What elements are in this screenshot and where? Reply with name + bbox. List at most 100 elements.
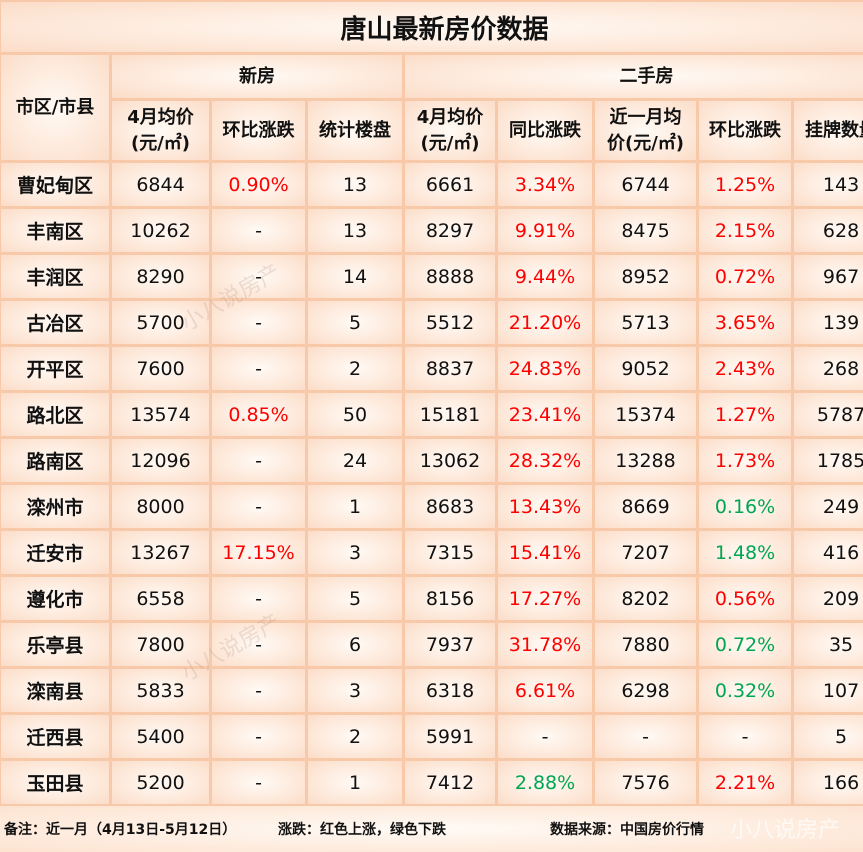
- table-cell: 3: [308, 531, 402, 574]
- table-cell: 9052: [595, 347, 696, 390]
- district-name: 迁西县: [1, 715, 109, 758]
- table-cell: 15181: [405, 393, 495, 436]
- district-name: 开平区: [1, 347, 109, 390]
- table-cell: 7800: [112, 623, 209, 666]
- table-cell: 1: [308, 761, 402, 804]
- column-header: 4月均价 (元/㎡): [405, 101, 495, 160]
- table-cell: 12096: [112, 439, 209, 482]
- table-cell: 1.25%: [699, 163, 791, 206]
- table-cell: 416: [794, 531, 863, 574]
- table-cell: 5: [308, 577, 402, 620]
- table-row: 曹妃甸区 6844 0.90% 13 6661 3.34% 6744 1.25% 143: [1, 163, 863, 206]
- table-row: 玉田县 5200-1 7412 2.88% 7576 2.21% 166: [1, 761, 863, 804]
- table-row: 遵化市 6558-5 8156 17.27% 8202 0.56% 209: [1, 577, 863, 620]
- footer-note: 备注：近一月（4月13日-5月12日）: [4, 822, 237, 838]
- table-cell: 13.43%: [498, 485, 592, 528]
- table-cell: 6744: [595, 163, 696, 206]
- table-title: 唐山最新房价数据: [1, 2, 863, 52]
- table-cell: 8202: [595, 577, 696, 620]
- table-cell: 8683: [405, 485, 495, 528]
- table-cell: 6: [308, 623, 402, 666]
- table-row: 古冶区 5700-5 5512 21.20% 5713 3.65% 139: [1, 301, 863, 344]
- table-cell: 5713: [595, 301, 696, 344]
- table-cell: 10262: [112, 209, 209, 252]
- table-cell: 8952: [595, 255, 696, 298]
- table-cell: 6318: [405, 669, 495, 712]
- table-cell: 21.20%: [498, 301, 592, 344]
- table-cell: -: [212, 347, 305, 390]
- table-cell: 28.32%: [498, 439, 592, 482]
- table-cell: -: [212, 209, 305, 252]
- table-cell: 7576: [595, 761, 696, 804]
- district-name: 遵化市: [1, 577, 109, 620]
- table-cell: 0.32%: [699, 669, 791, 712]
- district-name: 丰南区: [1, 209, 109, 252]
- footer-source: 数据来源：中国房价行情: [550, 822, 704, 838]
- table-cell: 15.41%: [498, 531, 592, 574]
- table-cell: 5: [308, 301, 402, 344]
- table-cell: 6.61%: [498, 669, 592, 712]
- table-cell: 1.48%: [699, 531, 791, 574]
- new-house-header: 新房: [112, 55, 402, 98]
- table-cell: -: [212, 577, 305, 620]
- table-cell: -: [212, 715, 305, 758]
- table-cell: 107: [794, 669, 863, 712]
- table-cell: 7937: [405, 623, 495, 666]
- table-cell: -: [212, 761, 305, 804]
- table-cell: 35: [794, 623, 863, 666]
- table-cell: 2: [308, 347, 402, 390]
- district-name: 玉田县: [1, 761, 109, 804]
- table-cell: -: [595, 715, 696, 758]
- table-cell: 166: [794, 761, 863, 804]
- district-name: 滦州市: [1, 485, 109, 528]
- table-cell: 0.16%: [699, 485, 791, 528]
- table-cell: 268: [794, 347, 863, 390]
- table-cell: 3.34%: [498, 163, 592, 206]
- table-cell: 8297: [405, 209, 495, 252]
- table-cell: 143: [794, 163, 863, 206]
- table-cell: 5833: [112, 669, 209, 712]
- column-header: 环比涨跌: [212, 101, 305, 160]
- table-cell: 7880: [595, 623, 696, 666]
- table-cell: -: [212, 485, 305, 528]
- table-cell: 2.88%: [498, 761, 592, 804]
- table-cell: 5200: [112, 761, 209, 804]
- table-cell: 31.78%: [498, 623, 592, 666]
- table-cell: 7315: [405, 531, 495, 574]
- table-row: 路北区 13574 0.85% 50 15181 23.41% 15374 1.27% 5787: [1, 393, 863, 436]
- district-name: 曹妃甸区: [1, 163, 109, 206]
- table-cell: 249: [794, 485, 863, 528]
- table-cell: 6558: [112, 577, 209, 620]
- table-row: 迁西县 5400-2 5991- - -5: [1, 715, 863, 758]
- table-row: 开平区 7600-2 8837 24.83% 9052 2.43% 268: [1, 347, 863, 390]
- district-name: 路南区: [1, 439, 109, 482]
- table-cell: 23.41%: [498, 393, 592, 436]
- table-cell: 8837: [405, 347, 495, 390]
- table-cell: 17.27%: [498, 577, 592, 620]
- table-cell: 1.73%: [699, 439, 791, 482]
- second-hand-header: 二手房: [405, 55, 863, 98]
- table-cell: 5787: [794, 393, 863, 436]
- column-header: 同比涨跌: [498, 101, 592, 160]
- column-header: 环比涨跌: [699, 101, 791, 160]
- table-cell: 24.83%: [498, 347, 592, 390]
- table-cell: 967: [794, 255, 863, 298]
- table-cell: 5400: [112, 715, 209, 758]
- table-cell: 13062: [405, 439, 495, 482]
- table-cell: 5: [794, 715, 863, 758]
- table-row: 路南区 12096-24 13062 28.32% 13288 1.73% 1785: [1, 439, 863, 482]
- table-cell: 8475: [595, 209, 696, 252]
- table-cell: 1: [308, 485, 402, 528]
- table-cell: 0.85%: [212, 393, 305, 436]
- table-cell: 0.72%: [699, 623, 791, 666]
- table-cell: 13: [308, 163, 402, 206]
- column-header: 近一月均 价(元/㎡): [595, 101, 696, 160]
- column-header: 4月均价 (元/㎡): [112, 101, 209, 160]
- table-cell: 9.44%: [498, 255, 592, 298]
- table-cell: 6844: [112, 163, 209, 206]
- table-cell: -: [212, 623, 305, 666]
- table-cell: 17.15%: [212, 531, 305, 574]
- table-row: 滦南县 5833-3 6318 6.61% 6298 0.32% 107: [1, 669, 863, 712]
- table-cell: 7207: [595, 531, 696, 574]
- price-table: 唐山最新房价数据 市区/市县 新房 二手房 4月均价 (元/㎡) 环比涨跌 统计楼盘…: [1, 2, 863, 804]
